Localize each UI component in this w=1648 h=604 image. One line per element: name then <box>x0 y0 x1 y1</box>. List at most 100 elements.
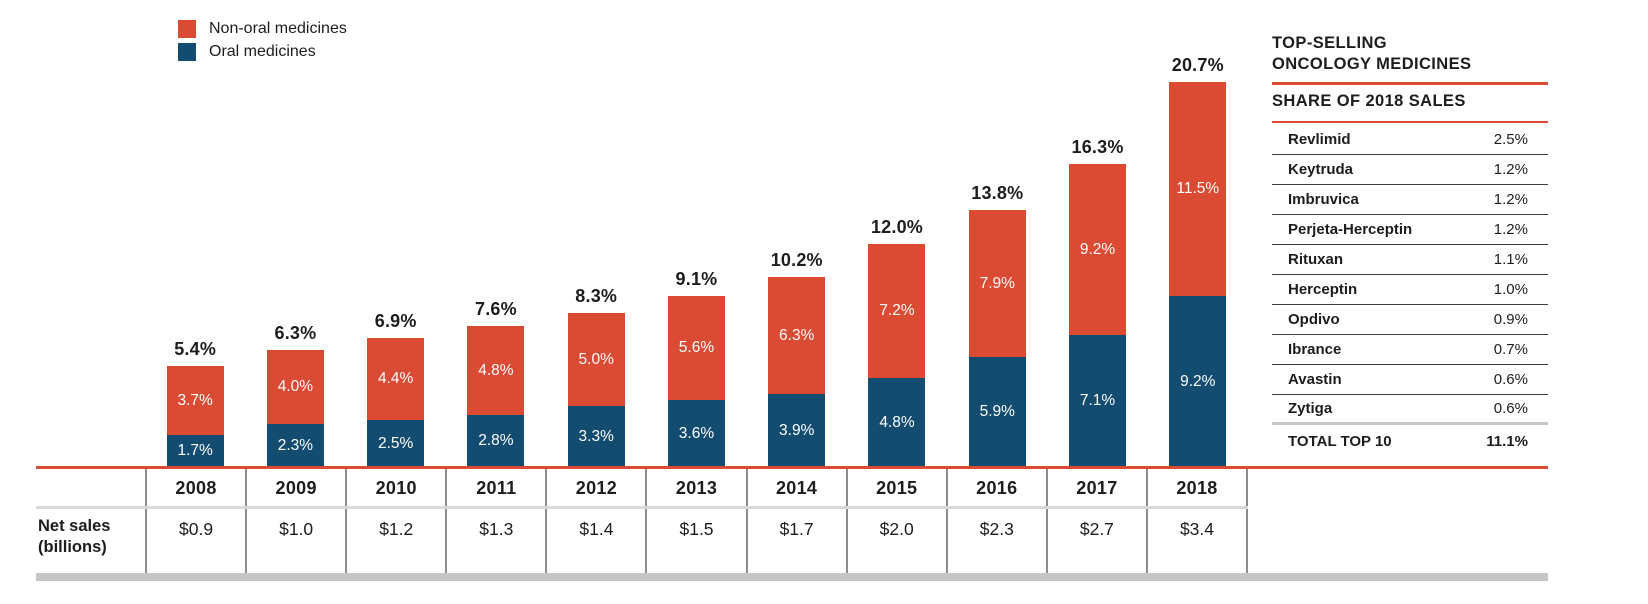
drug-row: Ibrance 0.7% <box>1272 335 1548 365</box>
bar-total-label: 5.4% <box>174 339 217 359</box>
drug-name: Herceptin <box>1288 281 1358 298</box>
year-cell: 2017 <box>1076 477 1118 498</box>
bar-column-2015: 12.0% 7.2% 4.8% <box>847 217 947 467</box>
bar-segment-non-oral: 6.3% <box>768 277 826 394</box>
bar-total-label: 6.3% <box>274 323 317 343</box>
bar-segment-oral: 7.1% <box>1069 335 1127 467</box>
net-sales-cell: $3.4 <box>1179 519 1215 539</box>
bar-total-label: 7.6% <box>475 299 517 319</box>
net-sales-cell: $2.7 <box>1079 519 1114 539</box>
bar-segment-oral: 2.3% <box>266 424 324 467</box>
drug-row: Revlimid 2.5% <box>1272 125 1548 155</box>
legend-item-non-oral: Non-oral medicines <box>178 20 347 38</box>
top-selling-table: TOP-SELLING ONCOLOGY MEDICINES SHARE OF … <box>1272 33 1548 458</box>
drug-name: Opdivo <box>1288 311 1340 328</box>
drug-row: Avastin 0.6% <box>1272 365 1548 395</box>
bar-segment-oral: 9.2% <box>1169 296 1227 467</box>
drug-share: 1.1% <box>1493 251 1528 268</box>
drug-name: Zytiga <box>1288 400 1333 417</box>
bar-2011: 4.8% 2.8% <box>467 326 525 467</box>
bar-2008: 3.7% 1.7% <box>166 366 224 467</box>
bar-column-2013: 9.1% 5.6% 3.6% <box>646 269 746 467</box>
bar-segment-non-oral: 5.0% <box>567 313 625 406</box>
bar-total-label: 6.9% <box>374 311 417 331</box>
stacked-bar-chart: 5.4% 3.7% 1.7% 6.3% 4.0% 2.3% 6.9% 4.4% 2.5% 7.6%… <box>145 0 1248 467</box>
year-cell: 2016 <box>976 477 1018 498</box>
year-column-2011: 2011 $1.3 <box>445 469 545 573</box>
drug-name: Imbruvica <box>1288 191 1359 208</box>
drug-row: Zytiga 0.6% <box>1272 395 1548 425</box>
title-rule <box>1272 82 1548 85</box>
bar-2013: 5.6% 3.6% <box>667 296 725 467</box>
bar-total-label: 20.7% <box>1171 55 1224 75</box>
year-cell: 2013 <box>675 477 718 498</box>
legend-label: Oral medicines <box>209 43 316 60</box>
bar-segment-oral: 3.9% <box>768 394 826 467</box>
year-column-2017: 2017 $2.7 <box>1045 469 1146 573</box>
year-cell: 2008 <box>175 477 217 498</box>
bar-segment-oral: 4.8% <box>868 378 926 467</box>
drug-share: 1.2% <box>1493 221 1528 238</box>
net-sales-cell: $1.3 <box>479 519 514 539</box>
drug-share: 1.2% <box>1493 161 1528 178</box>
year-cell: 2011 <box>476 477 517 498</box>
bar-segment-oral: 5.9% <box>968 357 1026 467</box>
total-row: TOTAL TOP 10 11.1% <box>1272 425 1548 458</box>
bar-2017: 9.2% 7.1% <box>1069 164 1127 467</box>
bar-segment-non-oral: 4.0% <box>266 350 324 424</box>
bar-2018: 11.5% 9.2% <box>1169 82 1227 467</box>
bar-total-label: 16.3% <box>1071 137 1124 157</box>
year-cell: 2018 <box>1176 477 1218 498</box>
drug-row: Herceptin 1.0% <box>1272 275 1548 305</box>
net-sales-label-line1: Net sales <box>38 517 111 535</box>
chart-baseline <box>36 466 1548 469</box>
bar-segment-non-oral: 9.2% <box>1069 164 1127 335</box>
drug-share: 1.2% <box>1493 191 1528 208</box>
net-sales-row-header: Net sales (billions) <box>36 469 145 573</box>
total-value: 11.1% <box>1486 433 1528 450</box>
bar-2010: 4.4% 2.5% <box>367 338 425 467</box>
bar-segment-non-oral: 7.9% <box>968 210 1026 357</box>
drug-name: Avastin <box>1288 371 1342 388</box>
drug-name: Keytruda <box>1288 161 1354 178</box>
year-column-2014: 2014 $1.7 <box>745 469 846 573</box>
bar-column-2008: 5.4% 3.7% 1.7% <box>145 339 245 467</box>
drug-row: Keytruda 1.2% <box>1272 155 1548 185</box>
drug-share: 0.6% <box>1493 371 1528 388</box>
legend-item-oral: Oral medicines <box>178 43 347 61</box>
drug-share: 0.7% <box>1493 341 1528 358</box>
year-column-2012: 2012 $1.4 <box>545 469 645 573</box>
year-column-2018: 2018 $3.4 <box>1145 469 1249 573</box>
drug-row: Opdivo 0.9% <box>1272 305 1548 335</box>
bar-column-2017: 16.3% 9.2% 7.1% <box>1047 137 1147 467</box>
drug-row: Imbruvica 1.2% <box>1272 185 1548 215</box>
bar-total-label: 10.2% <box>770 250 823 270</box>
net-sales-cell: $2.3 <box>979 519 1014 539</box>
drug-name: Ibrance <box>1288 341 1342 358</box>
bar-total-label: 13.8% <box>971 183 1024 203</box>
drug-name: Revlimid <box>1288 131 1351 148</box>
bar-segment-non-oral: 3.7% <box>166 366 224 435</box>
bar-segment-oral: 2.8% <box>467 415 525 467</box>
bar-segment-oral: 3.3% <box>567 406 625 467</box>
drug-share: 0.6% <box>1493 400 1528 417</box>
net-sales-cell: $1.4 <box>579 519 614 539</box>
table-row-divider <box>36 506 1248 509</box>
bar-column-2011: 7.6% 4.8% 2.8% <box>446 299 546 467</box>
bar-segment-non-oral: 11.5% <box>1169 82 1227 296</box>
drug-share: 0.9% <box>1493 311 1528 328</box>
year-cell: 2014 <box>775 477 818 498</box>
year-column-2008: 2008 $0.9 <box>145 469 245 573</box>
year-column-2010: 2010 $1.2 <box>345 469 445 573</box>
net-sales-cell: $0.9 <box>179 519 214 539</box>
net-sales-cell: $1.0 <box>279 519 314 539</box>
year-column-2016: 2016 $2.3 <box>945 469 1046 573</box>
side-table-title: TOP-SELLING ONCOLOGY MEDICINES <box>1272 33 1548 75</box>
chart-legend: Non-oral medicines Oral medicines <box>178 20 347 61</box>
bar-segment-non-oral: 4.8% <box>467 326 525 415</box>
bar-segment-non-oral: 7.2% <box>868 244 926 378</box>
net-sales-label: Net sales (billions) <box>36 516 145 558</box>
drug-name: Perjeta-Herceptin <box>1288 221 1413 238</box>
bar-segment-non-oral: 4.4% <box>367 338 425 420</box>
